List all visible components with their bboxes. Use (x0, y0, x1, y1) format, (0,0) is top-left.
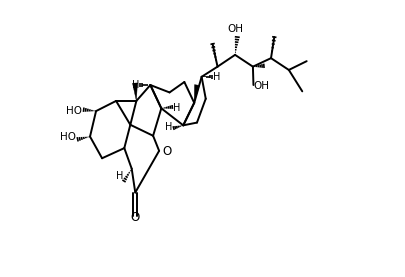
Text: O: O (130, 211, 140, 224)
Text: OH: OH (226, 24, 243, 34)
Text: HO: HO (60, 132, 76, 142)
Polygon shape (132, 83, 137, 101)
Text: O: O (162, 145, 171, 158)
Text: H: H (213, 72, 220, 82)
Text: H: H (115, 171, 123, 181)
Polygon shape (194, 85, 199, 103)
Text: H: H (132, 80, 139, 90)
Text: HO: HO (66, 106, 81, 116)
Text: H: H (173, 103, 180, 113)
Text: H: H (165, 122, 173, 132)
Text: OH: OH (253, 81, 269, 91)
